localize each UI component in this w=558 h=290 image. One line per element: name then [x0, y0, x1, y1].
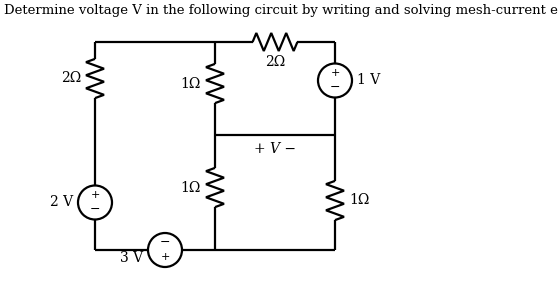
Text: 1 V: 1 V	[357, 73, 380, 88]
Text: −: −	[90, 203, 100, 216]
Text: Determine voltage V in the following circuit by writing and solving mesh-current: Determine voltage V in the following cir…	[4, 4, 558, 17]
Text: 3 V: 3 V	[120, 251, 143, 265]
Text: +: +	[160, 252, 170, 262]
Text: 2 V: 2 V	[50, 195, 73, 209]
Text: +: +	[330, 68, 340, 78]
Text: 1Ω: 1Ω	[349, 193, 369, 208]
Text: 1Ω: 1Ω	[181, 180, 201, 195]
Text: −: −	[160, 236, 170, 249]
Text: 2Ω: 2Ω	[61, 72, 81, 86]
Text: +: +	[90, 190, 100, 200]
Text: −: −	[330, 81, 340, 94]
Text: 1Ω: 1Ω	[181, 77, 201, 90]
Text: + V −: + V −	[254, 142, 296, 156]
Text: 2Ω: 2Ω	[265, 55, 285, 69]
